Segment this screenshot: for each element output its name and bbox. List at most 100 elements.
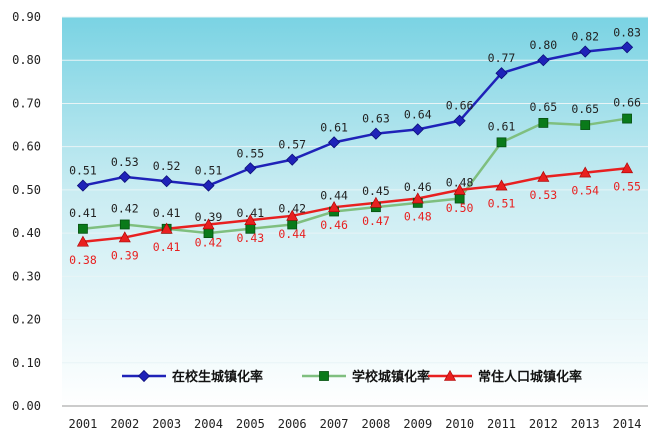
legend: 在校生城镇化率 学校城镇化率 常住人口城镇化率: [122, 369, 582, 385]
data-label: 0.51: [488, 197, 516, 211]
data-label: 0.64: [404, 107, 432, 121]
x-tick-label: 2011: [487, 417, 516, 431]
y-tick-label: 0.70: [12, 96, 41, 110]
x-tick-label: 2014: [613, 417, 642, 431]
y-tick-label: 0.90: [12, 10, 41, 24]
series-line: [82, 46, 628, 187]
series-point-triangle: [443, 369, 457, 381]
data-label: 0.61: [320, 120, 348, 134]
data-label: 0.77: [488, 51, 516, 65]
data-labels: 0.51 0.53 0.52 0.51 0.55 0.57 0.61 0.63 0.64 0.66…: [69, 25, 641, 267]
grid-lines: [62, 16, 648, 364]
series-point-triangle: [286, 209, 299, 221]
y-axis-ticks: 0.00 0.10 0.20 0.30 0.40 0.50 0.60 0.70 0.80 0.90: [12, 10, 41, 413]
data-label: 0.41: [237, 206, 265, 220]
data-label: 0.50: [446, 201, 474, 215]
x-tick-label: 2002: [110, 417, 139, 431]
data-label: 0.44: [320, 189, 348, 203]
x-tick-label: 2003: [152, 417, 181, 431]
data-label: 0.63: [362, 112, 390, 126]
data-label: 0.53: [530, 188, 558, 202]
data-label: 0.46: [320, 218, 348, 232]
data-label: 0.39: [195, 210, 223, 224]
data-label: 0.48: [404, 210, 432, 224]
plot-area: [62, 17, 648, 406]
series-point-diamond: [137, 369, 151, 383]
data-label: 0.38: [69, 253, 97, 267]
legend-entry: 在校生城镇化率: [172, 369, 263, 385]
data-label: 0.51: [69, 164, 97, 178]
x-tick-label: 2008: [361, 417, 390, 431]
series-point-diamond: [621, 41, 634, 54]
data-label: 0.51: [195, 164, 223, 178]
series-point-diamond: [495, 67, 508, 80]
series-point-triangle: [453, 183, 466, 195]
data-label: 0.42: [195, 235, 223, 249]
series-point-square: [78, 223, 88, 234]
data-label: 0.41: [153, 240, 181, 254]
y-tick-label: 0.30: [12, 269, 41, 283]
series-line: [82, 167, 628, 243]
series-point-triangle: [244, 214, 257, 225]
series-point-square: [538, 117, 549, 128]
data-label: 0.66: [613, 96, 641, 110]
data-label: 0.55: [237, 146, 265, 160]
series-point-triangle: [621, 162, 634, 174]
x-tick-label: 2004: [194, 417, 223, 431]
data-label: 0.54: [571, 184, 599, 198]
series-point-diamond: [202, 179, 215, 192]
series-point-triangle: [495, 179, 508, 191]
y-tick-label: 0.40: [12, 226, 41, 240]
y-tick-label: 0.00: [12, 399, 41, 413]
data-label: 0.41: [153, 206, 181, 220]
series-point-diamond: [118, 170, 131, 183]
series-point-square: [622, 113, 632, 124]
x-tick-label: 2001: [68, 417, 97, 431]
series-point-diamond: [579, 45, 592, 58]
data-label: 0.47: [362, 214, 390, 228]
y-tick-label: 0.60: [12, 140, 41, 154]
data-label: 0.41: [69, 206, 97, 220]
data-label: 0.53: [111, 155, 139, 169]
y-tick-label: 0.50: [12, 183, 41, 197]
series-point-square: [119, 219, 130, 230]
x-tick-label: 2012: [529, 417, 558, 431]
x-tick-label: 2013: [571, 417, 600, 431]
data-label: 0.39: [111, 248, 139, 262]
series-point-square: [580, 120, 591, 130]
series-point-diamond: [76, 179, 89, 192]
series-point-square: [496, 137, 507, 148]
series-point-triangle: [328, 201, 341, 212]
data-label: 0.80: [530, 38, 558, 52]
x-tick-label: 2007: [320, 417, 349, 431]
data-label: 0.46: [404, 180, 432, 194]
data-label: 0.61: [488, 119, 516, 133]
x-tick-label: 2005: [236, 417, 265, 431]
series-point-triangle: [118, 231, 131, 243]
series-point-triangle: [369, 196, 382, 208]
series-point-triangle: [76, 235, 89, 247]
series-point-diamond: [286, 153, 299, 166]
data-label: 0.44: [278, 227, 306, 241]
data-label: 0.42: [111, 201, 139, 215]
data-label: 0.66: [446, 99, 474, 113]
series-point-diamond: [369, 127, 382, 140]
legend-entry: 常住人口城镇化率: [478, 369, 582, 385]
series-point-diamond: [411, 123, 424, 136]
x-tick-label: 2009: [403, 417, 432, 431]
series-point-diamond: [537, 54, 550, 67]
x-axis-ticks: 2001 2002 2003 2004 2005 2006 2007 2008 2009 2010…: [68, 417, 641, 431]
y-tick-label: 0.20: [12, 313, 41, 327]
data-label: 0.55: [613, 179, 641, 193]
y-tick-label: 0.80: [12, 53, 41, 67]
data-label: 0.42: [278, 201, 306, 215]
data-label: 0.45: [362, 184, 390, 198]
series-point-diamond: [244, 162, 257, 175]
data-label: 0.48: [446, 176, 474, 190]
data-label: 0.43: [237, 231, 265, 245]
data-label: 0.57: [278, 138, 306, 152]
data-label: 0.83: [613, 25, 641, 39]
series-point-square: [319, 371, 329, 381]
